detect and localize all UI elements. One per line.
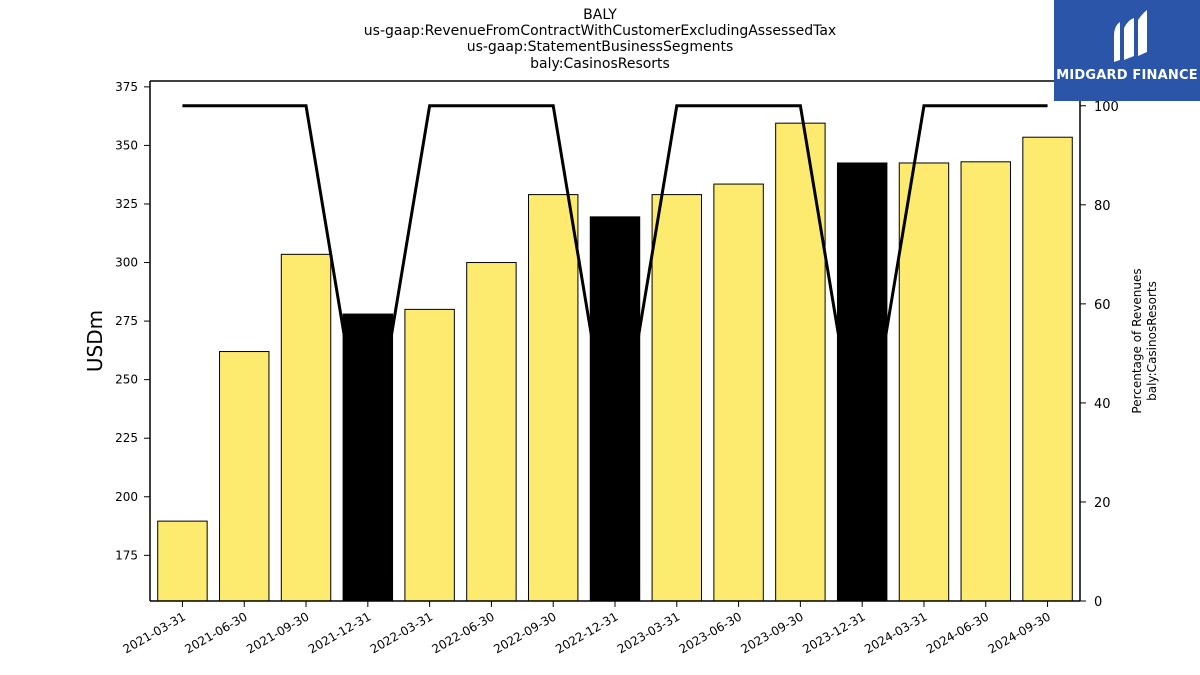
- y2-tick-label: 20: [1094, 496, 1111, 511]
- bar-2022-06-30: [466, 262, 517, 602]
- bar-2021-12-31: [342, 313, 394, 602]
- chart-title-line-2: us-gaap:RevenueFromContractWithCustomerE…: [363, 23, 837, 39]
- y-tick-label: 175: [115, 548, 138, 562]
- y2-tick-label: 100: [1094, 100, 1119, 115]
- x-tick-label: 2024-03-31: [862, 609, 929, 656]
- y2-tick-label: 0: [1094, 595, 1102, 610]
- x-tick-label: 2024-06-30: [924, 609, 991, 656]
- y-tick-label: 250: [115, 373, 138, 387]
- bar-2022-09-30: [527, 194, 579, 602]
- bar-2022-12-31: [589, 216, 641, 602]
- y2-tick-label: 80: [1094, 199, 1111, 214]
- bar-2024-09-30: [1022, 136, 1073, 602]
- x-tick-label: 2023-03-31: [615, 609, 682, 656]
- chart-title-line-4: baly:CasinosResorts: [530, 56, 670, 72]
- y-tick-label: 300: [115, 256, 138, 270]
- midgard-finance-logo: MIDGARD FINANCE: [1054, 0, 1200, 101]
- chart-title-line-1: BALY: [583, 7, 617, 23]
- y2-axis-label-line-1: Percentage of Revenues: [1130, 268, 1144, 413]
- bar-2023-03-31: [651, 194, 703, 602]
- line-group: [182, 104, 1048, 478]
- y2-axis-label-line-2: baly:CasinosResorts: [1145, 281, 1159, 401]
- y-axis-label: USDm: [83, 310, 107, 372]
- x-tick-label: 2022-12-31: [553, 609, 620, 656]
- logo-mark-icon: [1114, 10, 1147, 62]
- x-tick-label: 2023-12-31: [800, 609, 867, 656]
- y-tick-label: 350: [115, 138, 138, 152]
- bar-group: [157, 122, 1073, 602]
- bar-2021-06-30: [219, 351, 270, 602]
- x-tick-label: 2021-06-30: [182, 609, 249, 656]
- y-tick-label: 375: [115, 80, 138, 94]
- y-tick-label: 200: [115, 490, 138, 504]
- x-tick-label: 2022-03-31: [368, 609, 435, 656]
- y-tick-label: 225: [115, 431, 138, 445]
- y2-tick-label: 60: [1094, 298, 1111, 313]
- x-tick-label: 2024-09-30: [986, 609, 1053, 656]
- x-tick-label: 2023-06-30: [677, 609, 744, 656]
- y-tick-label: 275: [115, 314, 138, 328]
- x-tick-label: 2021-03-31: [121, 609, 188, 656]
- x-tick-label: 2022-09-30: [491, 609, 558, 656]
- x-tick-label: 2023-09-30: [738, 609, 805, 656]
- x-tick-label: 2021-09-30: [244, 609, 311, 656]
- y2-tick-label: 40: [1094, 397, 1111, 412]
- y-tick-label: 325: [115, 197, 138, 211]
- bar-2021-09-30: [280, 253, 332, 602]
- bar-2023-06-30: [713, 183, 764, 602]
- bar-2024-03-31: [898, 162, 950, 602]
- bar-2021-03-31: [157, 520, 208, 602]
- bar-2023-09-30: [775, 122, 826, 602]
- percentage-line: [182, 104, 1048, 478]
- bar-2024-06-30: [960, 161, 1011, 602]
- x-tick-label: 2021-12-31: [306, 609, 373, 656]
- x-tick-label: 2022-06-30: [430, 609, 497, 656]
- bar-2022-03-31: [404, 308, 455, 602]
- chart-title-line-3: us-gaap:StatementBusinessSegments: [466, 39, 734, 55]
- logo-text: MIDGARD FINANCE: [1056, 68, 1198, 83]
